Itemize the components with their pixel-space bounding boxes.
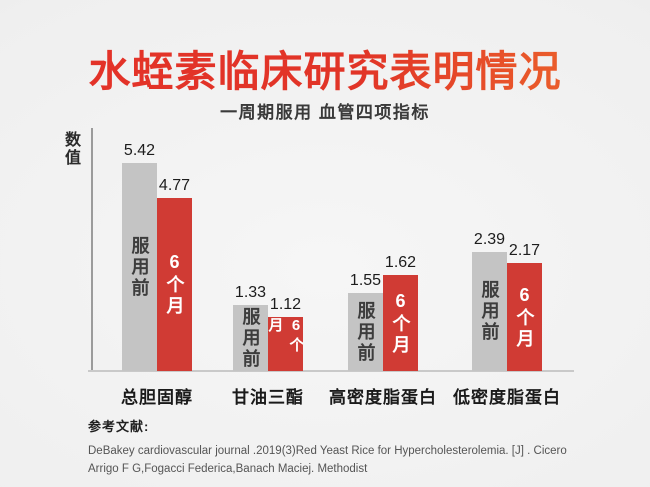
bar-after <box>268 317 303 371</box>
page-subtitle: 一周期服用 血管四项指标 <box>220 103 430 122</box>
bar-series-label: 6个月 <box>390 290 411 356</box>
bar-value-label: 1.33 <box>234 284 267 301</box>
bar-after <box>507 263 542 371</box>
bar-series-label: 服用前 <box>240 306 261 370</box>
references-block: 参考文献: DeBakey cardiovascular journal .20… <box>88 416 608 478</box>
bar-series-label: 服用前 <box>479 280 500 343</box>
page-title: 水蛭素临床研究表明情况 <box>0 38 650 99</box>
bar-before <box>472 252 507 371</box>
category-label: 总胆固醇 <box>121 388 193 407</box>
references-heading: 参考文献: <box>88 419 150 434</box>
bar-series-label: 6个月 <box>514 284 535 350</box>
y-axis-line <box>91 128 93 372</box>
bar-value-label: 1.62 <box>384 254 417 271</box>
bar-value-label: 1.55 <box>349 272 382 289</box>
bar-before <box>348 293 383 371</box>
x-axis-baseline <box>88 370 574 372</box>
bar-value-label: 5.42 <box>123 142 156 159</box>
bar-series-label: 6个月 <box>268 317 303 355</box>
bar-value-label: 2.17 <box>508 242 541 259</box>
bar-value-label: 1.12 <box>269 296 302 313</box>
bar-before <box>122 163 157 371</box>
bar-series-label: 服用前 <box>129 235 150 299</box>
bar-after <box>157 198 192 371</box>
y-axis-label: 数值 <box>62 131 79 167</box>
bar-before <box>233 305 268 371</box>
reference-line: DeBakey cardiovascular journal .2019(3)R… <box>88 445 567 457</box>
bar-value-label: 2.39 <box>473 231 506 248</box>
category-label: 高密度脂蛋白 <box>329 388 437 407</box>
bar-value-label: 4.77 <box>158 177 191 194</box>
category-label: 甘油三酯 <box>232 388 304 407</box>
bar-series-label: 服用前 <box>355 300 376 364</box>
reference-line: Arrigo F G,Fogacci Federica,Banach Macie… <box>88 463 368 475</box>
bar-after <box>383 275 418 371</box>
bar-series-label: 6个月 <box>164 252 185 317</box>
category-label: 低密度脂蛋白 <box>453 388 561 407</box>
